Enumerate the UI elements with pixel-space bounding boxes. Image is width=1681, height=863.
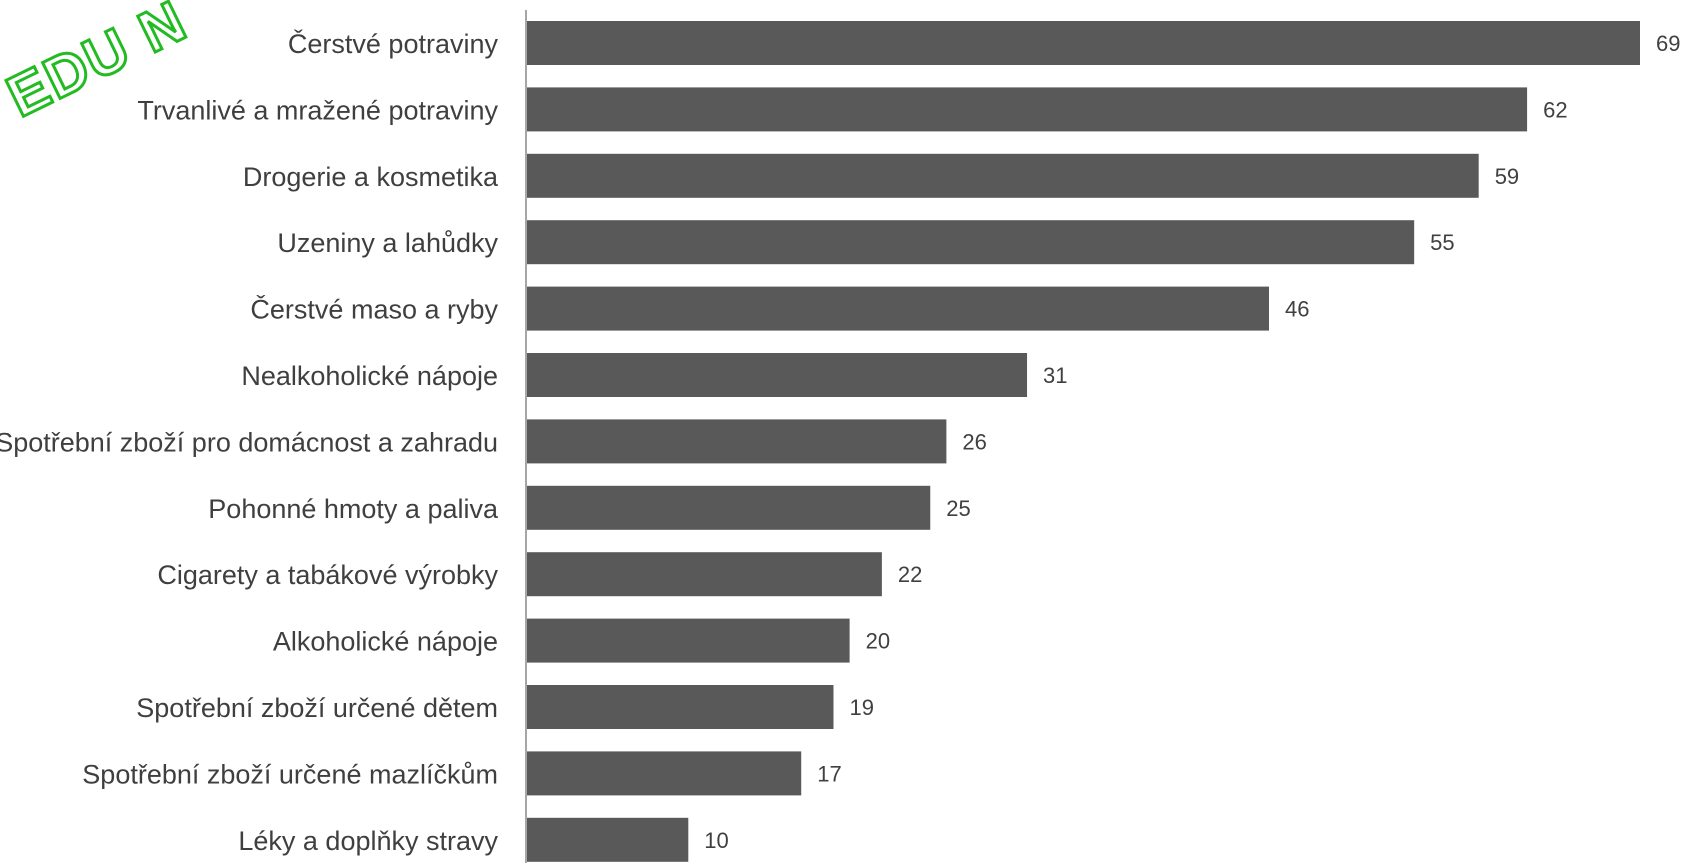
- category-label: Uzeniny a lahůdky: [277, 228, 498, 258]
- bar: [527, 685, 834, 729]
- category-label: Pohonné hmoty a paliva: [208, 494, 499, 524]
- category-label: Čerstvé maso a ryby: [250, 294, 498, 325]
- value-label: 19: [849, 695, 873, 720]
- category-label: Trvanlivé a mražené potraviny: [137, 95, 498, 125]
- plot-area: Čerstvé potraviny 69 Trvanlivé a mražené p…: [0, 21, 1680, 862]
- category-label: Alkoholické nápoje: [273, 627, 498, 657]
- bar: [527, 552, 882, 597]
- value-label: 55: [1430, 230, 1454, 255]
- value-label: 17: [817, 761, 841, 786]
- value-label: 46: [1285, 297, 1309, 322]
- value-label: 22: [898, 562, 922, 587]
- value-label: 26: [962, 429, 986, 454]
- bar: [527, 817, 689, 862]
- category-label: Cigarety a tabákové výrobky: [157, 560, 498, 590]
- category-label: Spotřební zboží určené dětem: [136, 693, 498, 723]
- category-label: Nealkoholické nápoje: [241, 361, 498, 391]
- value-label: 20: [866, 629, 890, 654]
- category-label: Léky a doplňky stravy: [238, 826, 498, 856]
- bar: [527, 751, 802, 796]
- bar: [527, 618, 850, 663]
- value-label: 69: [1656, 31, 1680, 56]
- category-label: Spotřební zboží pro domácnost a zahradu: [0, 427, 498, 457]
- bar: [527, 353, 1028, 397]
- value-label: 25: [946, 496, 970, 521]
- value-label: 10: [704, 828, 728, 853]
- category-label: Čerstvé potraviny: [288, 28, 499, 59]
- bar: [527, 21, 1640, 65]
- bar: [527, 220, 1415, 265]
- bar: [527, 153, 1479, 198]
- value-label: 31: [1043, 363, 1067, 388]
- bar: [527, 485, 931, 530]
- value-label: 59: [1495, 164, 1519, 189]
- category-label: Spotřební zboží určené mazlíčkům: [82, 759, 498, 789]
- bar: [527, 87, 1528, 132]
- value-label: 62: [1543, 97, 1567, 122]
- bar: [527, 286, 1269, 331]
- bar: [527, 419, 947, 464]
- category-label: Drogerie a kosmetika: [243, 162, 499, 192]
